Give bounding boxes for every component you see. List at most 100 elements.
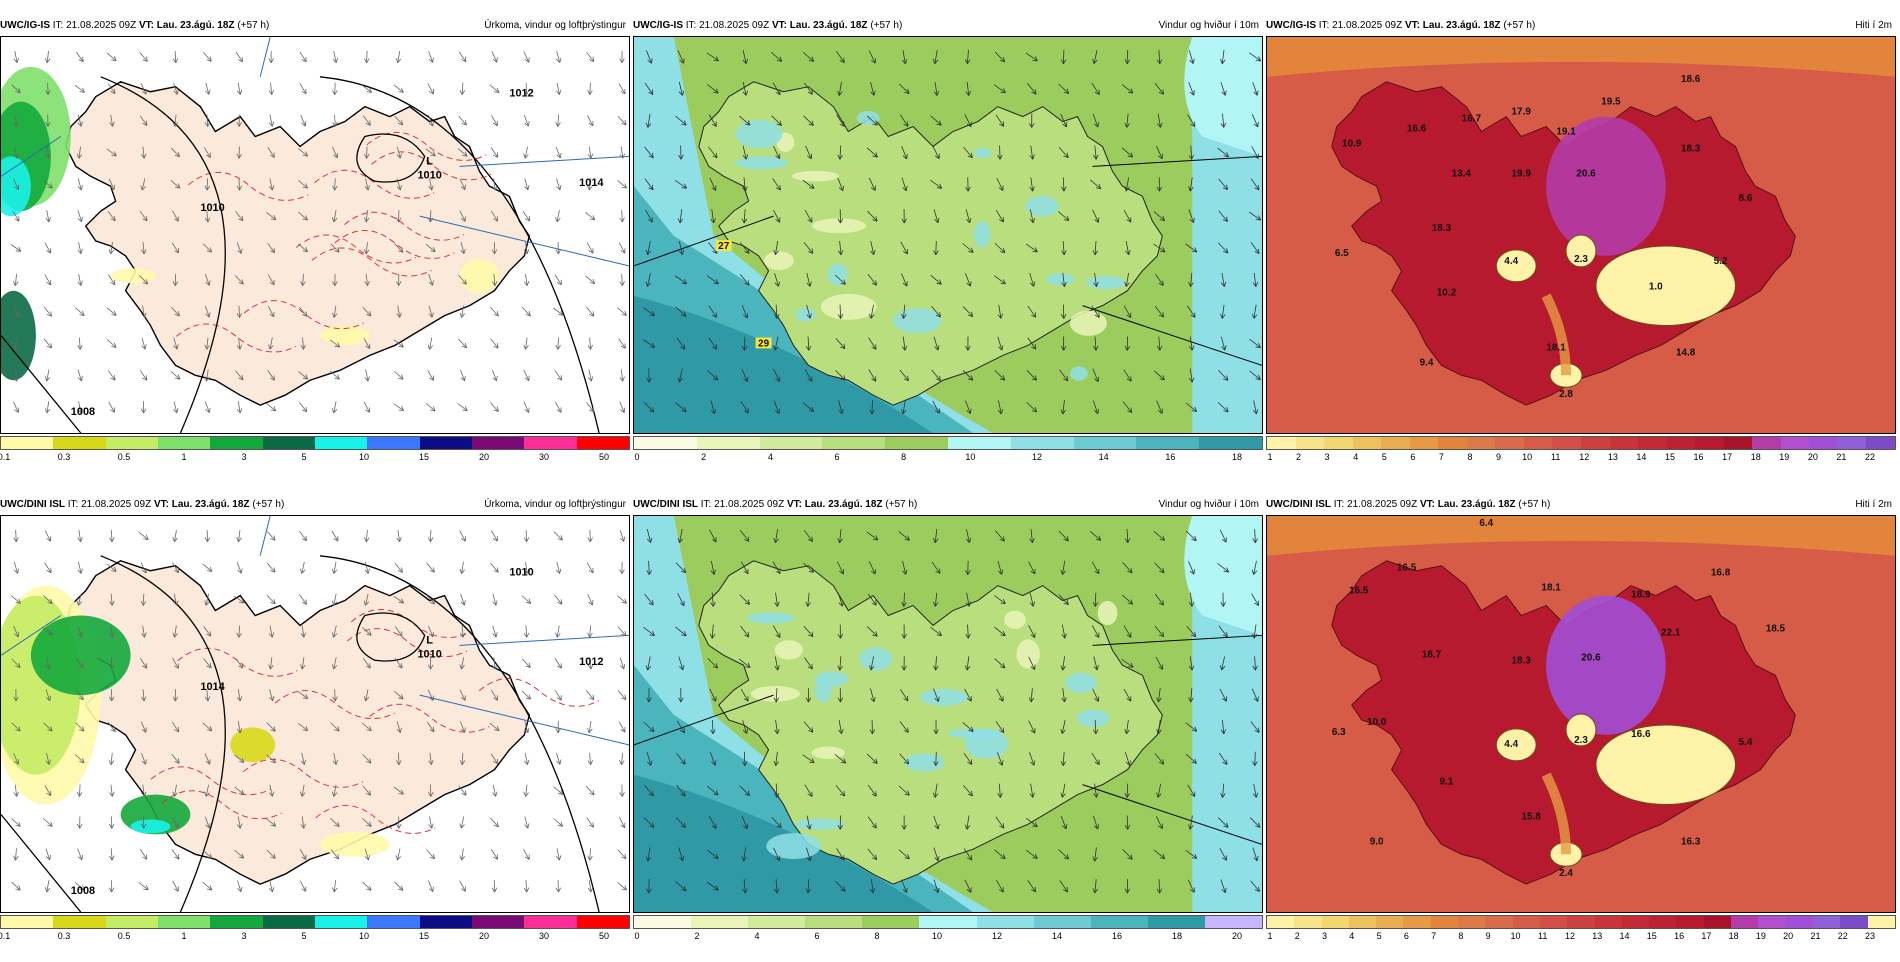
init-time: IT: 21.08.2025 09Z	[50, 20, 139, 31]
wind-field	[766, 833, 821, 859]
valid-time: VT: Lau. 23.ágú. 18Z	[154, 499, 250, 510]
temperature-value: 18.6	[1681, 74, 1701, 85]
colorbar-tick-label: 22	[1838, 931, 1848, 941]
colorbar-swatch	[1199, 437, 1262, 449]
colorbar-swatch	[1695, 437, 1724, 449]
colorbar-swatch	[1540, 916, 1567, 928]
colorbar-tick-label: 18	[1729, 931, 1739, 941]
colorbar-tick-label: 3	[241, 452, 246, 462]
panel-header: UWC/DINI ISL IT: 21.08.2025 09Z VT: Lau.…	[1266, 497, 1896, 513]
colorbar-tick-label: 10	[1522, 452, 1532, 462]
svg-text:27: 27	[718, 241, 730, 252]
colorbar-swatch	[1485, 916, 1512, 928]
colorbar-tick-label: 17	[1701, 931, 1711, 941]
panel-dini-temp: UWC/DINI ISL IT: 21.08.2025 09Z VT: Lau.…	[1266, 497, 1896, 962]
colorbar-swatch	[1074, 437, 1137, 449]
colorbar-swatch	[1324, 437, 1353, 449]
map-area[interactable]	[633, 515, 1263, 913]
colorbar-tick-label: 8	[1458, 931, 1463, 941]
temperature-field	[1546, 596, 1666, 735]
panel-header: UWC/IG-IS IT: 21.08.2025 09Z VT: Lau. 23…	[1266, 18, 1896, 34]
colorbar-swatch	[1267, 437, 1296, 449]
temperature-value: 4.4	[1504, 739, 1518, 750]
colorbar-swatch	[1353, 437, 1382, 449]
colorbar	[633, 436, 1263, 450]
temperature-value: 18.1	[1546, 342, 1566, 353]
temperature-value: 4.4	[1504, 256, 1518, 267]
wind-field	[1086, 276, 1125, 289]
precip-area	[31, 615, 131, 695]
panel-dini-wind: UWC/DINI ISL IT: 21.08.2025 09Z VT: Lau.…	[633, 497, 1263, 962]
temperature-value: 20.6	[1581, 652, 1601, 663]
panel-title: Hiti í 2m	[1855, 18, 1892, 34]
valid-time: VT: Lau. 23.ágú. 18Z	[1405, 20, 1501, 31]
temperature-value: 10.2	[1437, 288, 1457, 299]
colorbar-swatch	[1376, 916, 1403, 928]
wind-field	[893, 308, 941, 333]
colorbar-swatch	[805, 916, 862, 928]
panel-header: UWC/IG-IS IT: 21.08.2025 09Z VT: Lau. 23…	[0, 18, 630, 34]
colorbar-swatch	[1868, 916, 1895, 928]
colorbar-tick-label: 12	[992, 931, 1002, 941]
colorbar-tick-label: 8	[1467, 452, 1472, 462]
wind-field	[974, 148, 991, 158]
colorbar-swatch	[1294, 916, 1321, 928]
colorbar	[0, 915, 630, 929]
colorbar-tick-label: 3	[1325, 452, 1330, 462]
colorbar-tick-label: 6	[814, 931, 819, 941]
wind-field	[1070, 366, 1088, 380]
precip-area	[320, 832, 390, 857]
colorbar-swatch	[948, 437, 1011, 449]
colorbar-swatch	[420, 437, 472, 449]
colorbar-swatch	[53, 437, 105, 449]
wind-field	[1025, 196, 1058, 216]
model-name: UWC/DINI ISL	[0, 499, 65, 510]
wind-field	[1098, 601, 1118, 625]
temperature-value: 10.0	[1367, 717, 1387, 728]
colorbar-swatch	[577, 437, 629, 449]
temperature-value: 18.3	[1512, 655, 1532, 666]
temperature-value: 19.9	[1512, 168, 1532, 179]
colorbar-tick-label: 1	[181, 931, 186, 941]
temperature-value: 9.1	[1440, 777, 1454, 788]
colorbar-tick-label: 10	[1510, 931, 1520, 941]
colorbar-swatch	[1838, 437, 1867, 449]
colorbar-tick-label: 6	[834, 452, 839, 462]
colorbar-tick-label: 16	[1112, 931, 1122, 941]
colorbar-swatch	[1322, 916, 1349, 928]
lead-time: (+57 h)	[868, 20, 903, 31]
colorbar-tick-label: 16	[1165, 452, 1175, 462]
model-name: UWC/IG-IS	[0, 20, 50, 31]
colorbar-swatch	[472, 916, 524, 928]
precip-area	[131, 819, 171, 833]
colorbar-tick-label: 21	[1810, 931, 1820, 941]
panel-title: Vindur og hviður í 10m	[1159, 497, 1259, 513]
colorbar-swatch	[1410, 437, 1439, 449]
colorbar-swatch	[472, 437, 524, 449]
colorbar-tick-label: 15	[1665, 452, 1675, 462]
temperature-value: 9.4	[1420, 357, 1434, 368]
colorbar-tick-label: 6	[1404, 931, 1409, 941]
colorbar-swatch	[1781, 437, 1810, 449]
glacier-cold-area	[1596, 725, 1736, 805]
colorbar-tick-label: 21	[1836, 452, 1846, 462]
colorbar-swatch	[1752, 437, 1781, 449]
colorbar-tick-label: 2	[694, 931, 699, 941]
colorbar-tick-label: 5	[301, 452, 306, 462]
colorbar-swatch	[420, 916, 472, 928]
colorbar	[1266, 436, 1896, 450]
colorbar-tick-label: 8	[901, 452, 906, 462]
temperature-value: 2.8	[1559, 389, 1573, 400]
colorbar-swatch	[977, 916, 1034, 928]
temperature-value: 10.9	[1342, 138, 1362, 149]
